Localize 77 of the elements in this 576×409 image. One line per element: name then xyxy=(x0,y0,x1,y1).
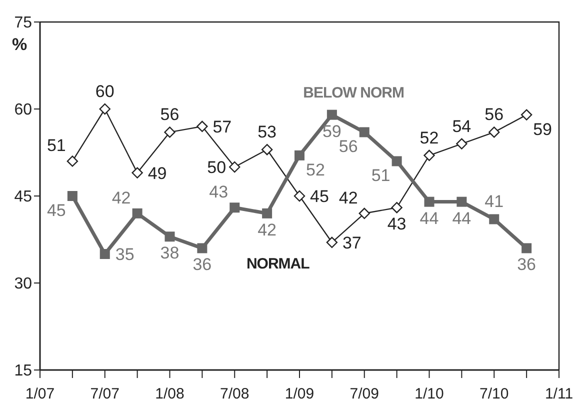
x-tick-label: 1/10 xyxy=(414,386,444,403)
point xyxy=(197,243,208,254)
x-tick-label: 1/08 xyxy=(155,386,184,403)
point xyxy=(326,236,338,248)
point xyxy=(100,249,110,259)
point xyxy=(294,190,306,202)
data-label: 35 xyxy=(115,245,134,264)
point xyxy=(164,232,175,242)
data-label: 44 xyxy=(452,208,472,228)
data-label: 50 xyxy=(207,158,226,177)
x-tick-label: 7/08 xyxy=(220,386,250,403)
series-label: NORMAL xyxy=(246,256,310,272)
point xyxy=(424,196,434,207)
data-label: 56 xyxy=(484,105,504,124)
data-label: 57 xyxy=(212,117,232,136)
point xyxy=(488,126,500,138)
point xyxy=(391,202,402,214)
point xyxy=(424,150,435,161)
point xyxy=(132,167,143,178)
data-label: 36 xyxy=(192,255,212,274)
y-tick-label: 15 xyxy=(14,362,32,380)
x-tick-label: 7/09 xyxy=(350,386,379,403)
data-label: 42 xyxy=(258,220,277,240)
data-label: 43 xyxy=(209,182,228,202)
y-axis-title: % xyxy=(12,35,28,54)
point xyxy=(229,161,240,173)
data-label: 52 xyxy=(306,160,325,180)
data-label: 37 xyxy=(342,233,362,252)
x-tick-label: 1/07 xyxy=(25,386,55,403)
point xyxy=(358,208,370,219)
x-tick-label: 1/09 xyxy=(284,386,314,403)
data-label: 38 xyxy=(160,244,180,263)
data-label: 54 xyxy=(452,116,472,136)
data-label: 56 xyxy=(338,137,358,156)
data-label: 51 xyxy=(371,166,390,186)
data-label: 51 xyxy=(46,136,66,156)
data-label: 52 xyxy=(420,128,439,148)
y-tick-label: 60 xyxy=(14,102,32,119)
point xyxy=(392,156,402,166)
point xyxy=(67,191,78,201)
point xyxy=(99,103,110,115)
point xyxy=(261,144,273,156)
data-label: 45 xyxy=(310,187,329,206)
point xyxy=(359,127,370,138)
data-label: 59 xyxy=(322,122,342,141)
series-label: BELOW NORM xyxy=(303,84,404,102)
point xyxy=(132,208,142,218)
data-label: 49 xyxy=(148,164,167,183)
point xyxy=(456,196,467,207)
point xyxy=(230,202,240,213)
y-tick-label: 30 xyxy=(14,276,32,293)
data-label: 43 xyxy=(387,214,406,234)
data-label: 56 xyxy=(160,105,180,124)
point xyxy=(326,110,337,120)
data-label: 36 xyxy=(517,255,536,274)
point xyxy=(66,156,78,167)
x-tick-label: 7/07 xyxy=(90,386,120,403)
y-tick-label: 75 xyxy=(14,14,32,32)
data-label: 41 xyxy=(484,192,504,212)
data-label: 44 xyxy=(420,208,439,228)
x-tick-label: 7/10 xyxy=(480,386,509,403)
point xyxy=(294,150,304,160)
point xyxy=(164,126,176,138)
data-label: 42 xyxy=(112,188,131,208)
data-label: 59 xyxy=(533,120,552,139)
point xyxy=(456,138,468,150)
point xyxy=(196,120,208,132)
data-label: 45 xyxy=(46,201,66,220)
point xyxy=(522,243,532,254)
x-tick-label: 1/11 xyxy=(544,386,574,403)
point xyxy=(262,208,272,218)
point xyxy=(520,109,532,120)
data-label: 42 xyxy=(338,188,358,208)
data-label: 60 xyxy=(95,82,114,101)
data-label: 53 xyxy=(258,122,277,142)
point xyxy=(489,214,500,224)
y-tick-label: 45 xyxy=(14,188,32,206)
